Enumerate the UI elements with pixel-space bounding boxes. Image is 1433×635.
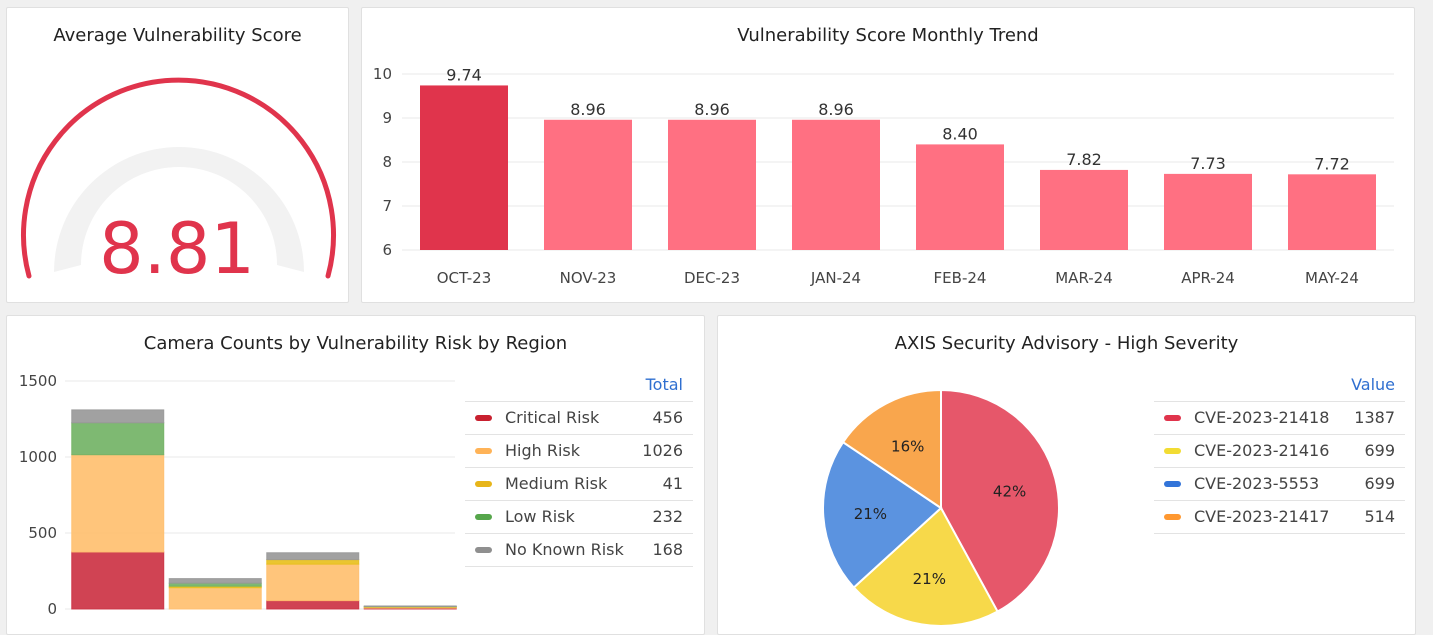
legend-item-medium-risk[interactable]: Medium Risk 41 (465, 467, 693, 500)
trend-x-tick: FEB-24 (934, 269, 987, 287)
pie-slice-label: 42% (993, 482, 1026, 500)
trend-bar-value: 7.73 (1190, 154, 1226, 173)
legend-swatch (475, 514, 492, 520)
region-bar-segment[interactable] (72, 455, 164, 552)
legend-item-critical-risk[interactable]: Critical Risk 456 (465, 401, 693, 434)
region-legend: Total Critical Risk 456 High Risk 1026 M… (465, 369, 693, 567)
legend-swatch (1164, 448, 1181, 454)
trend-y-tick: 6 (382, 241, 392, 259)
advisory-legend-header[interactable]: Value (1154, 369, 1405, 401)
trend-bar-value: 7.82 (1066, 150, 1102, 169)
region-bar-segment[interactable] (267, 553, 359, 560)
legend-value: 456 (652, 402, 683, 433)
trend-bar-value: 7.72 (1314, 154, 1350, 173)
legend-item-cve-2023-5553[interactable]: CVE-2023-5553 699 (1154, 467, 1405, 500)
advisory-pie-chart: 42% 21% 21% 16% (718, 316, 1158, 635)
legend-label: CVE-2023-5553 (1194, 468, 1319, 499)
trend-x-tick: DEC-23 (684, 269, 740, 287)
legend-label: CVE-2023-21417 (1194, 501, 1329, 532)
legend-swatch (475, 448, 492, 454)
trend-x-tick: MAR-24 (1055, 269, 1113, 287)
trend-bar[interactable] (916, 144, 1004, 250)
trend-bar[interactable] (544, 120, 632, 250)
region-bar-segment[interactable] (72, 552, 164, 609)
legend-value: 1387 (1354, 402, 1395, 433)
trend-x-tick: JAN-24 (810, 269, 861, 287)
legend-swatch (1164, 514, 1181, 520)
trend-bar[interactable] (420, 85, 508, 250)
legend-label: CVE-2023-21416 (1194, 435, 1329, 466)
trend-bar-value: 8.96 (818, 100, 854, 119)
pie-slice-label: 21% (913, 570, 946, 588)
legend-value: 232 (652, 501, 683, 532)
trend-y-tick: 10 (373, 65, 392, 83)
region-y-tick: 500 (28, 524, 57, 542)
trend-x-tick: OCT-23 (437, 269, 492, 287)
region-panel: Camera Counts by Vulnerability Risk by R… (6, 315, 705, 635)
legend-label: High Risk (505, 435, 580, 466)
legend-label: Critical Risk (505, 402, 599, 433)
trend-y-tick: 9 (382, 109, 392, 127)
region-bar-segment[interactable] (169, 588, 261, 609)
trend-x-tick: NOV-23 (560, 269, 617, 287)
advisory-legend: Value CVE-2023-21418 1387 CVE-2023-21416… (1154, 369, 1405, 534)
legend-value: 514 (1364, 501, 1395, 532)
legend-swatch (475, 415, 492, 421)
trend-y-tick: 7 (382, 197, 392, 215)
region-bar-segment[interactable] (267, 560, 359, 565)
gauge-panel: Average Vulnerability Score 8.81 (6, 7, 349, 303)
legend-item-high-risk[interactable]: High Risk 1026 (465, 434, 693, 467)
region-bar-segment[interactable] (72, 410, 164, 423)
legend-item-no-known-risk[interactable]: No Known Risk 168 (465, 533, 693, 567)
legend-label: Low Risk (505, 501, 575, 532)
trend-bar[interactable] (1040, 170, 1128, 250)
trend-x-tick: MAY-24 (1305, 269, 1359, 287)
trend-bar-value: 9.74 (446, 65, 482, 84)
legend-swatch (1164, 415, 1181, 421)
trend-bar-value: 8.40 (942, 124, 978, 143)
region-bar-segment[interactable] (267, 601, 359, 609)
legend-item-cve-2023-21417[interactable]: CVE-2023-21417 514 (1154, 500, 1405, 534)
region-y-tick: 1000 (19, 448, 57, 466)
pie-slice-label: 21% (854, 505, 887, 523)
legend-item-cve-2023-21418[interactable]: CVE-2023-21418 1387 (1154, 401, 1405, 434)
trend-bar-value: 8.96 (694, 100, 730, 119)
trend-bar[interactable] (1288, 174, 1376, 250)
region-y-tick: 1500 (19, 372, 57, 390)
legend-value: 41 (663, 468, 683, 499)
region-chart: 0 500 1000 1500 (7, 316, 467, 635)
pie-slice-label: 16% (891, 438, 924, 456)
legend-value: 699 (1364, 468, 1395, 499)
legend-item-cve-2023-21416[interactable]: CVE-2023-21416 699 (1154, 434, 1405, 467)
legend-swatch (1164, 481, 1181, 487)
legend-label: Medium Risk (505, 468, 607, 499)
region-legend-header[interactable]: Total (465, 369, 693, 401)
trend-y-tick: 8 (382, 153, 392, 171)
trend-bar[interactable] (668, 120, 756, 250)
legend-value: 1026 (642, 435, 683, 466)
region-y-tick: 0 (47, 600, 57, 618)
trend-bar[interactable] (792, 120, 880, 250)
region-bar-segment[interactable] (72, 423, 164, 455)
legend-swatch (475, 547, 492, 553)
legend-value: 699 (1364, 435, 1395, 466)
gauge-chart: 8.81 (7, 8, 349, 303)
gauge-value: 8.81 (99, 208, 255, 290)
trend-x-tick: APR-24 (1181, 269, 1235, 287)
trend-chart: 6 7 8 9 10 9.74 OCT-23 8.96 NOV-23 8.96 DEC-23 8.96… (362, 8, 1415, 303)
legend-label: No Known Risk (505, 534, 624, 565)
trend-bar[interactable] (1164, 174, 1252, 250)
legend-item-low-risk[interactable]: Low Risk 232 (465, 500, 693, 533)
trend-bar-value: 8.96 (570, 100, 606, 119)
legend-value: 168 (652, 534, 683, 565)
region-bar-segment[interactable] (169, 579, 261, 584)
region-bar-segment[interactable] (267, 564, 359, 600)
legend-label: CVE-2023-21418 (1194, 402, 1329, 433)
legend-swatch (475, 481, 492, 487)
advisory-panel: AXIS Security Advisory - High Severity 4… (717, 315, 1416, 635)
